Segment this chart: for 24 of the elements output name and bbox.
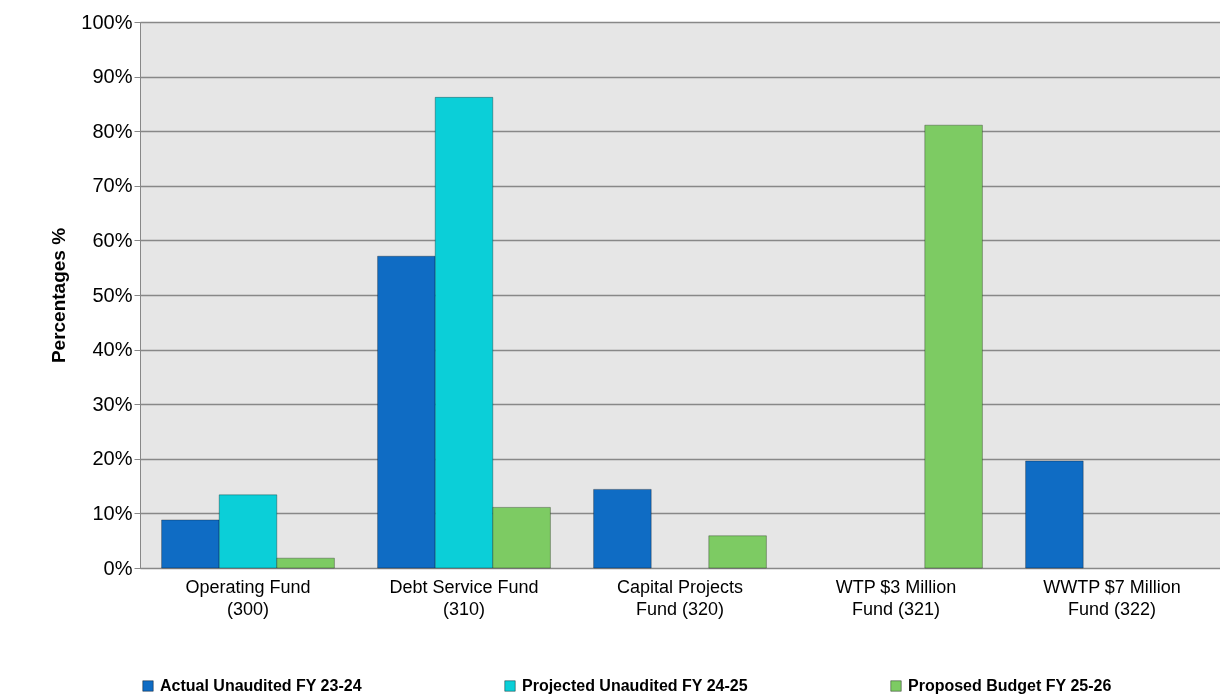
x-tick-label: WWTP $7 Million Fund (322) bbox=[1043, 576, 1181, 619]
legend-label: Proposed Budget FY 25-26 bbox=[908, 677, 1112, 694]
bar bbox=[924, 124, 983, 569]
y-tick-label: 60% bbox=[92, 228, 133, 251]
y-axis-title: Percentages % bbox=[48, 227, 70, 364]
legend-label: Projected Unaudited FY 24-25 bbox=[522, 677, 748, 694]
y-tick-label: 20% bbox=[92, 447, 133, 470]
x-tick-label: WTP $3 Million Fund (321) bbox=[835, 576, 957, 619]
legend-label: Actual Unaudited FY 23-24 bbox=[160, 677, 362, 694]
x-tick-label: Capital Projects Fund (320) bbox=[616, 576, 744, 619]
y-tick-label: 40% bbox=[92, 338, 133, 361]
y-tick-label: 90% bbox=[92, 65, 133, 88]
bar bbox=[1025, 460, 1084, 569]
y-tick-label: 80% bbox=[92, 119, 133, 142]
x-tick-label: Operating Fund (300) bbox=[185, 576, 311, 619]
y-tick-label: 70% bbox=[92, 174, 133, 197]
y-tick-label: 50% bbox=[92, 283, 133, 306]
y-tick-label: 100% bbox=[81, 10, 133, 33]
y-tick-label: 30% bbox=[92, 392, 133, 415]
y-tick-label: 0% bbox=[103, 556, 133, 579]
bar bbox=[593, 488, 652, 569]
y-tick-label: 10% bbox=[92, 501, 133, 524]
bar bbox=[708, 535, 767, 569]
x-tick-label: Debt Service Fund (310) bbox=[389, 576, 539, 619]
